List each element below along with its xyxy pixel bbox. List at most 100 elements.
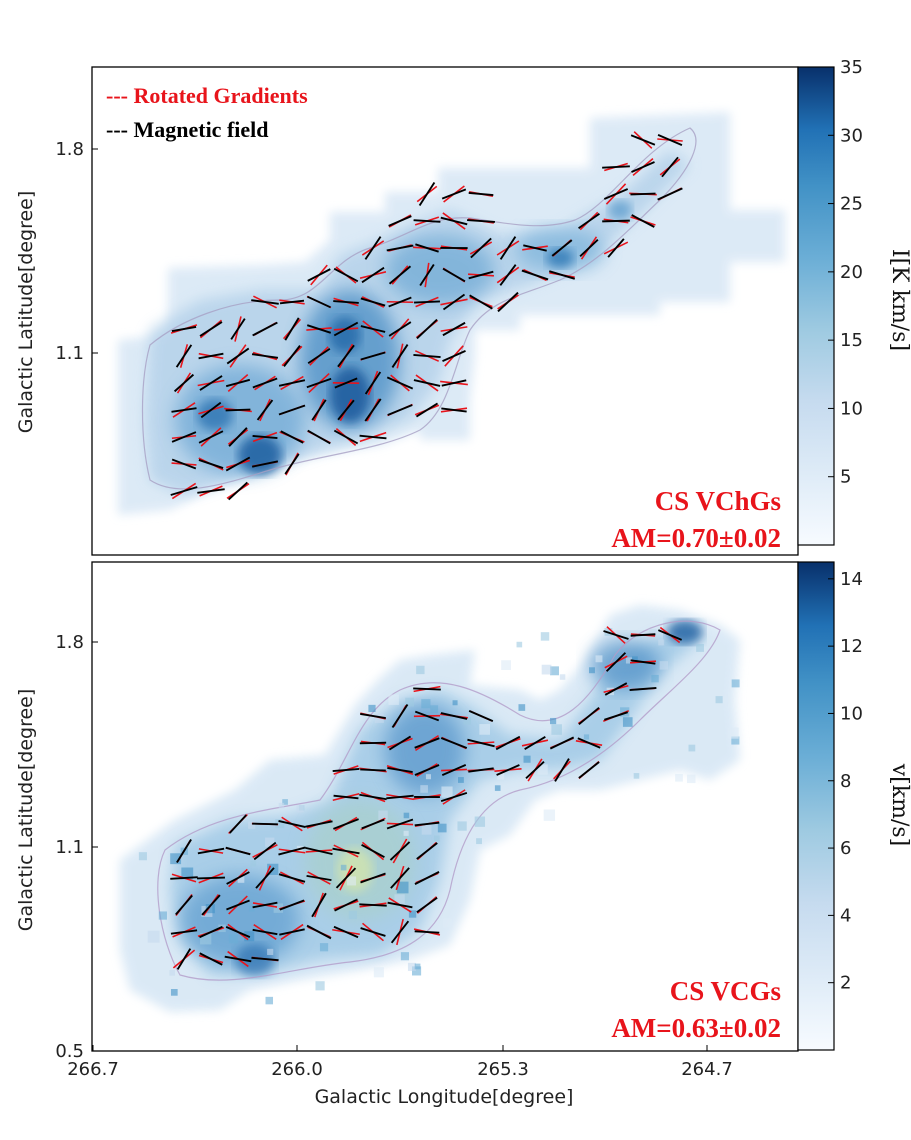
noise-pixel [237, 876, 245, 883]
magnetic-field-vector [227, 481, 249, 501]
noise-pixel [250, 860, 257, 867]
noise-pixel [731, 736, 740, 745]
magnetic-field-vector [441, 764, 467, 776]
magnetic-field-vector [199, 952, 223, 966]
noise-pixel [537, 764, 548, 775]
colorbar-tick-label: 10 [840, 703, 863, 724]
noise-pixel [543, 809, 556, 821]
noise-pixel [501, 660, 511, 670]
magnetic-field-vector [279, 928, 305, 936]
noise-pixel [347, 876, 357, 886]
magnetic-field-vector [414, 871, 440, 885]
noise-pixel [265, 996, 274, 1005]
colorbar-tick-label: 30 [840, 125, 863, 146]
magnetic-field-vector [252, 321, 278, 337]
colorbar-label: v[km/s] [887, 763, 911, 847]
magnetic-field-vector [602, 165, 630, 169]
noise-pixel [675, 773, 683, 782]
noise-pixel [282, 799, 288, 805]
magnetic-field-vector [171, 458, 197, 470]
clump-core [667, 620, 703, 644]
noise-pixel [433, 835, 440, 842]
noise-pixel [541, 664, 552, 675]
magnetic-field-vector [364, 371, 382, 395]
magnetic-field-vector [359, 434, 387, 440]
magnetic-field-vector [199, 925, 223, 939]
magnetic-field-vector [360, 297, 386, 307]
magnetic-field-vector [360, 351, 386, 361]
noise-pixel [378, 810, 388, 820]
magnetic-field-vector [386, 376, 414, 390]
magnetic-field-vector [440, 791, 468, 803]
colorbar-tick-label: 14 [840, 569, 863, 590]
magnetic-field-vector [418, 182, 436, 206]
cloud-contour [170, 625, 700, 975]
magnetic-field-vector [521, 269, 549, 281]
magnetic-field-vector [657, 134, 683, 146]
noise-pixel [494, 785, 501, 791]
noise-pixel [559, 674, 566, 680]
colorbar-tick-label: 25 [840, 194, 863, 215]
noise-pixel [476, 838, 482, 845]
magnetic-field-vector [602, 219, 630, 223]
magnetic-field-vector [524, 736, 546, 750]
magnetic-field-vector [361, 818, 385, 830]
magnetic-field-vector [361, 266, 385, 284]
magnetic-field-vector [468, 191, 494, 197]
noise-pixel [169, 970, 175, 976]
magnetic-field-vector [199, 321, 223, 337]
noise-pixel [368, 704, 376, 713]
noise-pixel [463, 717, 471, 725]
colorbar-tick-label: 6 [840, 838, 851, 859]
noise-pixel [412, 966, 422, 976]
magnetic-field-vector [199, 375, 223, 391]
x-tick-label: 265.3 [477, 1059, 529, 1080]
velocity-contour [157, 620, 721, 981]
x-axis-label: Galactic Longitude[degree] [315, 1086, 574, 1108]
magnetic-field-vector [523, 244, 547, 252]
magnetic-field-vector [440, 712, 468, 720]
magnetic-field-vector [386, 818, 414, 830]
magnetic-field-vector [307, 429, 331, 445]
magnetic-field-vector [253, 841, 277, 861]
magnetic-field-vector [442, 350, 466, 362]
magnetic-field-vector [228, 427, 248, 447]
noise-pixel [551, 724, 562, 735]
clump-core [238, 435, 282, 475]
noise-pixel [158, 911, 167, 920]
magnetic-field-vector [335, 867, 357, 889]
magnetic-field-vector [305, 846, 333, 856]
magnetic-field-vector [197, 876, 225, 880]
magnetic-field-vector [386, 794, 414, 800]
magnetic-field-vector [359, 741, 387, 745]
noise-pixel [658, 639, 665, 646]
intensity-map-panel: --- Rotated Gradients --- Magnetic field… [15, 57, 911, 556]
colorbar-tick-label: 20 [840, 262, 863, 283]
magnetic-field-vector [284, 317, 300, 341]
noise-pixel [315, 981, 325, 991]
magnetic-field-vector [497, 291, 519, 313]
clump-core [197, 399, 233, 431]
magnetic-field-vector [554, 758, 570, 782]
magnetic-field-vector [278, 404, 306, 416]
magnetic-field-vector [364, 398, 382, 422]
y-tick-label: 1.8 [55, 632, 84, 653]
magnetic-field-vector [333, 925, 359, 939]
magnetic-field-vector [252, 901, 278, 909]
noise-pixel [421, 824, 432, 835]
legend-magnetic-field: --- Magnetic field [106, 117, 269, 142]
x-tick-label: 266.0 [271, 1059, 323, 1080]
magnetic-field-vector [388, 215, 412, 227]
noise-pixel [648, 628, 657, 637]
magnetic-field-vector [251, 299, 279, 305]
noise-pixel [457, 821, 467, 831]
magnetic-field-vector [226, 347, 250, 365]
magnetic-field-vector [333, 267, 359, 283]
magnetic-field-vector [413, 353, 441, 359]
noise-pixel [273, 903, 284, 913]
x-tick-label: 264.7 [681, 1059, 733, 1080]
magnetic-field-vector [386, 244, 414, 252]
colorbar-tick-label: 35 [840, 57, 863, 78]
colorbar-ticks: 2 4 6 8 10 12 14 [828, 569, 863, 994]
noise-pixel [518, 704, 526, 711]
